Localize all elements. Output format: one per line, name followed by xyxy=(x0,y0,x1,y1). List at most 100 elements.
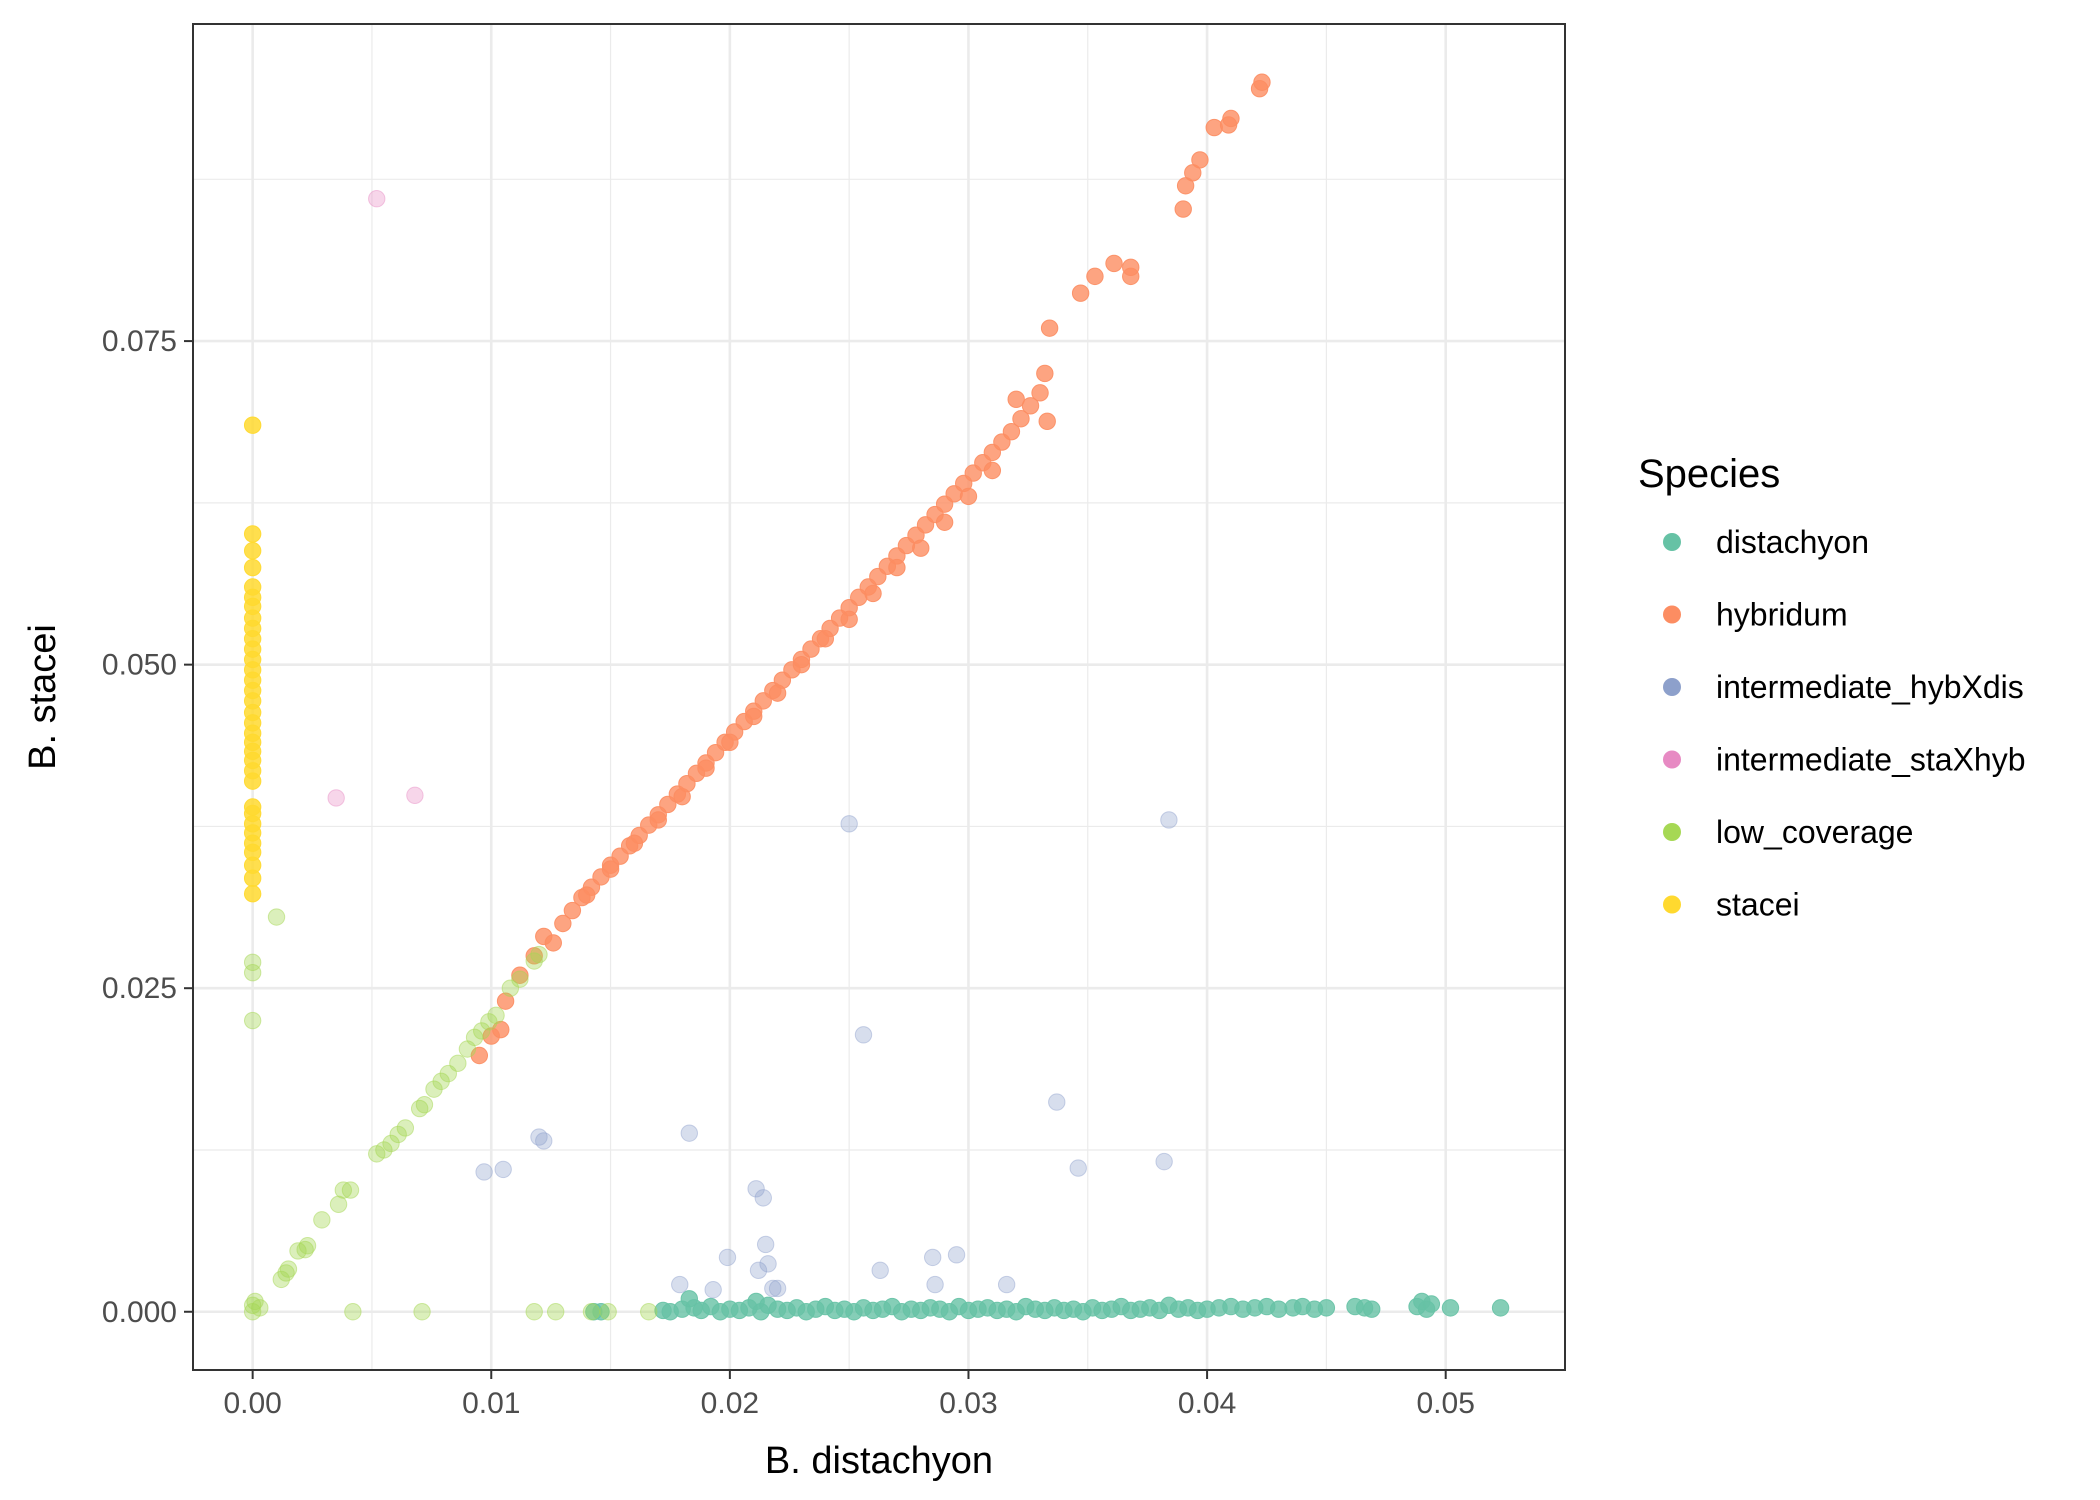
legend-label: low_coverage xyxy=(1716,814,1913,850)
point xyxy=(625,834,644,852)
point xyxy=(494,1160,512,1179)
y-tick-label: 0.025 xyxy=(102,972,177,1005)
point xyxy=(475,1163,493,1181)
point xyxy=(511,970,529,988)
point xyxy=(747,1180,765,1198)
point xyxy=(1071,284,1090,302)
legend-key xyxy=(1663,605,1681,624)
panel-background xyxy=(193,24,1565,1370)
point xyxy=(243,578,262,596)
series-distachyon xyxy=(585,1290,1510,1321)
point xyxy=(375,1141,393,1159)
point xyxy=(959,487,978,506)
x-tick-label: 0.04 xyxy=(1178,1387,1236,1420)
point xyxy=(888,558,906,577)
legend-label: hybridum xyxy=(1716,597,1848,633)
point xyxy=(1007,390,1025,409)
y-tick-label: 0.000 xyxy=(102,1296,177,1329)
point xyxy=(243,953,262,972)
point xyxy=(1253,73,1271,91)
point xyxy=(243,542,262,560)
x-tick-label: 0.05 xyxy=(1417,1387,1475,1420)
point xyxy=(544,934,562,952)
point xyxy=(718,1248,737,1267)
point xyxy=(279,1260,298,1278)
point xyxy=(1122,258,1140,277)
point xyxy=(368,190,386,208)
point xyxy=(313,1211,331,1229)
series-intermediate-staXhyb xyxy=(327,190,424,807)
point xyxy=(756,1235,775,1254)
point xyxy=(926,1275,944,1294)
point xyxy=(1441,1299,1460,1317)
point xyxy=(1422,1295,1441,1313)
point xyxy=(530,1128,548,1146)
point xyxy=(413,1303,431,1321)
point xyxy=(673,787,691,806)
x-axis-title: B. distachyon xyxy=(765,1440,993,1482)
point xyxy=(1160,811,1178,829)
legend-label: distachyon xyxy=(1716,524,1869,560)
point xyxy=(704,1281,722,1299)
point xyxy=(923,1248,942,1267)
point xyxy=(640,1303,658,1321)
point xyxy=(997,1275,1016,1294)
point xyxy=(251,1299,269,1317)
point xyxy=(327,789,345,807)
y-tick-label: 0.075 xyxy=(102,325,177,358)
point xyxy=(754,1189,772,1207)
legend-key xyxy=(1663,678,1681,696)
point xyxy=(912,539,930,557)
point xyxy=(749,1261,768,1280)
point xyxy=(496,992,515,1010)
x-tick-label: 0.00 xyxy=(223,1387,281,1420)
point xyxy=(792,655,811,674)
point xyxy=(396,1119,415,1137)
point xyxy=(697,759,715,777)
point xyxy=(554,914,572,933)
point xyxy=(935,513,954,531)
point xyxy=(582,1303,601,1321)
point xyxy=(680,1124,699,1142)
minor-gridlines xyxy=(193,24,1565,1370)
point xyxy=(601,860,620,878)
point xyxy=(546,1303,565,1321)
point xyxy=(1021,397,1040,415)
point xyxy=(243,798,262,816)
point xyxy=(525,1303,543,1321)
point xyxy=(243,963,262,982)
point xyxy=(671,1275,689,1294)
point xyxy=(473,1022,491,1040)
point xyxy=(1031,384,1049,402)
point xyxy=(592,1303,610,1321)
point xyxy=(864,584,882,603)
point xyxy=(1048,1093,1066,1111)
point xyxy=(243,558,262,577)
point xyxy=(487,1006,505,1025)
point xyxy=(840,815,858,833)
legend-label: intermediate_staXhyb xyxy=(1716,742,2026,778)
point xyxy=(243,885,262,903)
data-points xyxy=(243,73,1510,1321)
point xyxy=(578,886,596,904)
point xyxy=(415,1095,434,1114)
point xyxy=(1363,1300,1381,1318)
point xyxy=(764,1279,782,1298)
point xyxy=(1038,412,1056,431)
point xyxy=(406,786,424,805)
point xyxy=(1036,364,1054,383)
point xyxy=(721,733,739,751)
point xyxy=(1012,410,1030,428)
point xyxy=(465,1028,484,1047)
point xyxy=(449,1054,467,1072)
legend: Species distachyon hybridum intermediate_h… xyxy=(1638,452,2026,923)
point xyxy=(840,610,858,629)
point xyxy=(267,908,286,926)
x-axis: 0.00 0.01 0.02 0.03 0.04 0.05 xyxy=(223,1370,1475,1420)
point xyxy=(1317,1299,1336,1317)
point xyxy=(1491,1299,1510,1317)
point xyxy=(341,1181,360,1199)
point xyxy=(649,811,667,829)
legend-label: intermediate_hybXdis xyxy=(1716,669,2024,705)
